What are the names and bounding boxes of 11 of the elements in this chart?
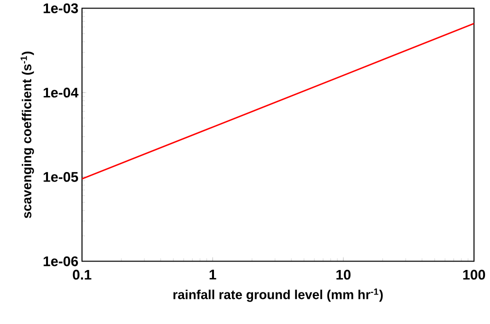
y-tick-label: 1e-05	[44, 172, 78, 182]
x-tick-label: 100	[463, 270, 486, 280]
x-tick-label: 0.1	[72, 270, 92, 280]
y-tick-label: 1e-04	[44, 88, 78, 98]
x-tick-label: 1	[210, 270, 216, 280]
y-tick-label: 1e-03	[44, 3, 78, 14]
x-tick-label: 10	[336, 270, 351, 280]
y-axis-title: scavenging coefficient (s$^{-1}$)	[20, 51, 34, 218]
x-axis-title: rainfall rate ground level (mm hr$^{-1}$)	[173, 288, 383, 302]
y-tick-label: 1e-06	[44, 256, 78, 266]
line-series	[82, 22, 474, 180]
